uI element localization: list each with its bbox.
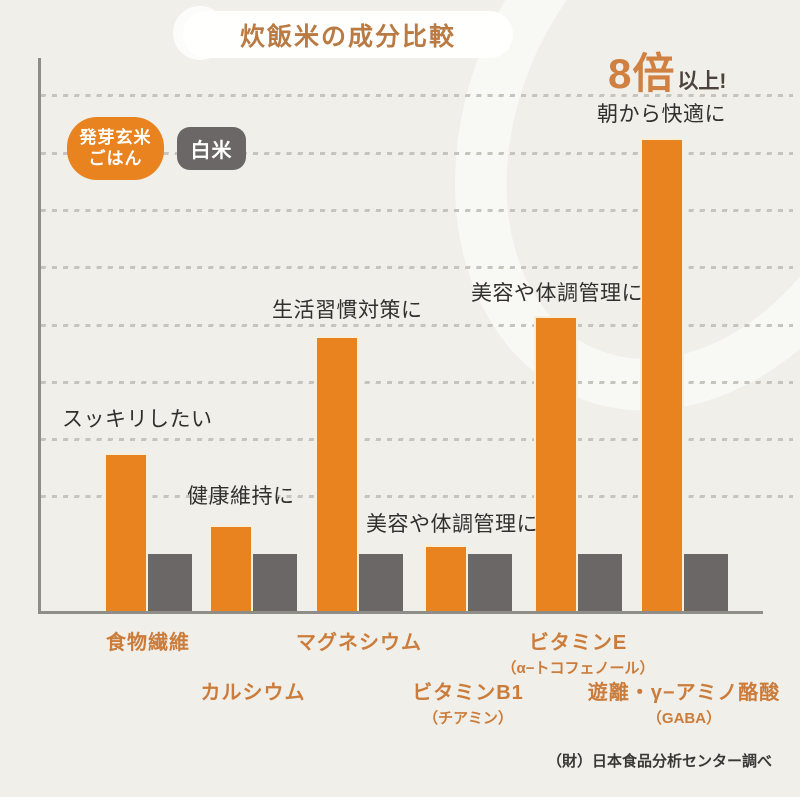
multiplier-value: 8倍 bbox=[608, 50, 676, 97]
bar-hakumai-3 bbox=[359, 554, 403, 611]
category-label-3: マグネシウム bbox=[229, 626, 489, 655]
legend-label-line1: 発芽玄米 bbox=[79, 128, 152, 148]
bar-hakumai-4 bbox=[468, 554, 512, 611]
chart-title: 炊飯米の成分比較 bbox=[239, 22, 456, 51]
y-gridline-5x bbox=[41, 323, 793, 327]
bar-genmai-5 bbox=[534, 316, 578, 611]
plot-area bbox=[38, 58, 763, 614]
chart-title-pill: 炊飯米の成分比較 bbox=[183, 11, 513, 58]
bar-hakumai-1 bbox=[148, 554, 192, 611]
bar-genmai-1 bbox=[104, 453, 148, 611]
category-name: カルシウム bbox=[200, 682, 306, 704]
multiplier-suffix: 以上! bbox=[677, 70, 727, 93]
category-name: ビタミンE bbox=[528, 632, 628, 654]
bar-genmai-4 bbox=[424, 545, 468, 611]
category-name: ビタミンB1 bbox=[412, 682, 524, 704]
y-gridline-4x bbox=[41, 380, 793, 384]
category-label-6: 遊離・γ−アミノ酪酸 （GABA） bbox=[554, 676, 800, 728]
category-label-2: カルシウム bbox=[123, 676, 383, 705]
footer-credit: （財）日本食品分析センター調べ bbox=[546, 753, 772, 770]
category-name: 遊離・γ−アミノ酪酸 bbox=[587, 682, 781, 704]
bar-genmai-3 bbox=[315, 336, 359, 611]
category-subname: （α−トコフェノール） bbox=[501, 660, 655, 677]
legend-item-white-rice: 白米 bbox=[177, 127, 246, 170]
legend-item-sprouted-brown-rice: 発芽玄米 ごはん bbox=[67, 117, 164, 180]
bar-genmai-6 bbox=[640, 138, 684, 611]
category-name: マグネシウム bbox=[296, 632, 422, 654]
y-gridline-2x bbox=[41, 495, 793, 499]
category-subname: （GABA） bbox=[646, 710, 722, 727]
gridlines-layer bbox=[41, 62, 793, 611]
y-gridline-8x bbox=[41, 151, 793, 155]
y-gridline-7x bbox=[41, 208, 793, 212]
category-label-4: ビタミンB1 （チアミン） bbox=[338, 676, 598, 728]
bar-genmai-2 bbox=[209, 525, 253, 611]
multiplier-badge: 8倍 以上! bbox=[608, 40, 726, 101]
legend-label-white-rice: 白米 bbox=[190, 140, 233, 162]
legend: 発芽玄米 ごはん 白米 bbox=[67, 117, 246, 180]
category-label-1: 食物繊維 bbox=[18, 626, 278, 655]
y-gridline-6x bbox=[41, 266, 793, 270]
bar-hakumai-6 bbox=[684, 554, 728, 611]
y-gridline-3x bbox=[41, 438, 793, 442]
category-subname: （チアミン） bbox=[423, 710, 513, 727]
bar-hakumai-2 bbox=[253, 554, 297, 611]
y-gridline-9x bbox=[41, 94, 793, 98]
legend-label-line2: ごはん bbox=[88, 148, 143, 168]
category-name: 食物繊維 bbox=[106, 632, 190, 654]
category-label-5: ビタミンE （α−トコフェノール） bbox=[448, 626, 708, 678]
bar-hakumai-5 bbox=[578, 554, 622, 611]
